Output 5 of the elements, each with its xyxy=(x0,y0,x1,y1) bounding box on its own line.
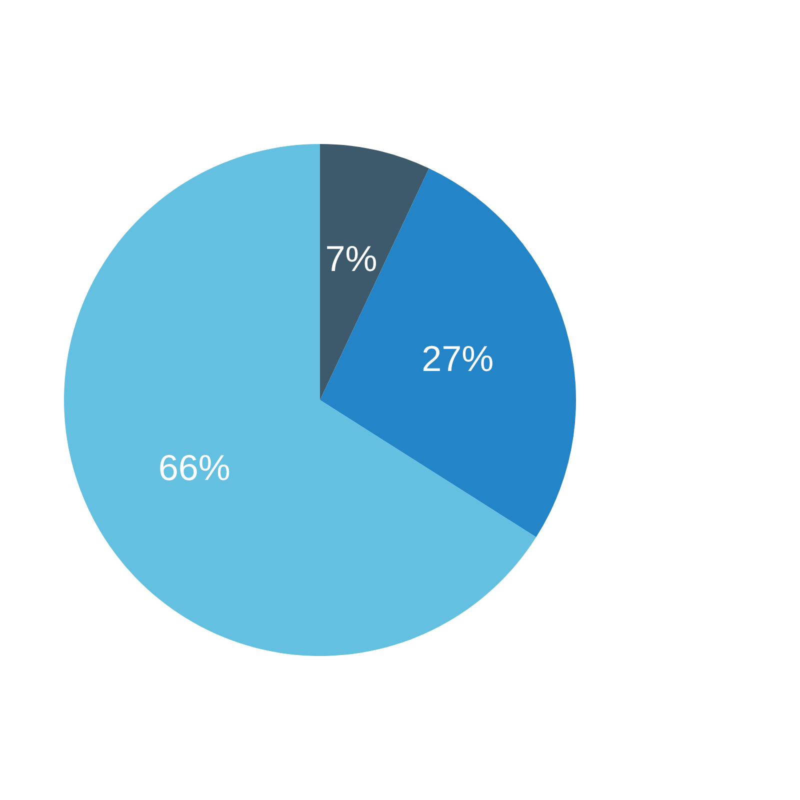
data-label: 66% xyxy=(158,447,230,488)
data-label: 27% xyxy=(422,338,494,380)
pie-slice xyxy=(320,168,576,538)
pie-slice xyxy=(64,144,536,656)
data-label: 7% xyxy=(325,238,378,280)
